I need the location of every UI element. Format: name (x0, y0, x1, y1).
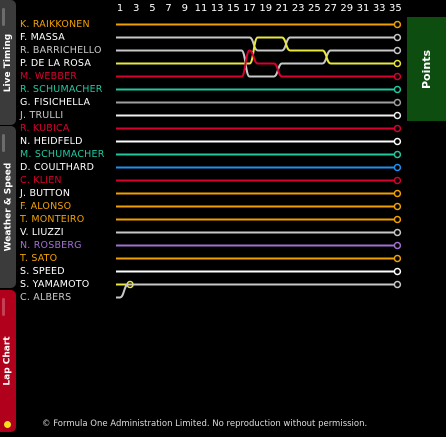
series-end-marker (393, 33, 402, 42)
driver-name: C. KLIEN (20, 175, 62, 186)
lap-number-label: 9 (181, 3, 188, 14)
driver-name: S. SPEED (20, 266, 65, 277)
series-end-marker (393, 202, 402, 211)
lap-number-label: 21 (275, 3, 289, 14)
points-button[interactable]: Points (407, 17, 446, 121)
lap-number-label: 1 (116, 3, 124, 14)
driver-list: K. RAIKKONEN F. MASSA R. BARRICHELLO P. DE … (20, 18, 120, 304)
lap-number-label: 13 (210, 3, 224, 14)
lap-number-label: 33 (372, 3, 386, 14)
driver-name: K. RAIKKONEN (20, 19, 90, 30)
lap-number-label: 15 (227, 3, 240, 14)
lap-number-label: 31 (356, 3, 370, 14)
series-line (116, 49, 396, 78)
series-end-marker (393, 280, 402, 289)
tab-weather-speed[interactable]: Weather & Speed (0, 126, 16, 288)
driver-name: D. COULTHARD (20, 162, 95, 173)
driver-name: V. LIUZZI (20, 227, 64, 238)
series-line (116, 36, 396, 52)
series-end-marker (393, 254, 402, 263)
series-end-marker (393, 59, 402, 68)
lap-number-label: 11 (194, 3, 208, 14)
driver-name: P. DE LA ROSA (20, 58, 92, 69)
driver-name: T. SATO (20, 253, 58, 264)
series-end-marker (393, 124, 402, 133)
driver-name: F. MASSA (20, 32, 66, 43)
lap-number-label: 3 (133, 3, 140, 14)
copyright-notice: © Formula One Administration Limited. No… (42, 419, 368, 429)
series-end-marker (393, 176, 402, 185)
series-end-marker (393, 267, 402, 276)
driver-name: C. ALBERS (20, 292, 72, 303)
series-end-marker (393, 98, 402, 107)
series-end-marker (393, 137, 402, 146)
driver-name: M. SCHUMACHER (20, 149, 105, 160)
lap-number-label: 35 (389, 3, 402, 14)
driver-name: N. ROSBERG (20, 240, 82, 251)
lap-number-label: 19 (259, 3, 273, 14)
series-end-marker (393, 150, 402, 159)
driver-name: J. TRULLI (20, 110, 64, 121)
lap-number-label: 29 (340, 3, 354, 14)
lap-number-label: 17 (243, 3, 256, 14)
driver-name: F. ALONSO (20, 201, 72, 212)
driver-name: S. YAMAMOTO (20, 279, 90, 290)
driver-name: R. SCHUMACHER (20, 84, 103, 95)
tab-lap-chart[interactable]: Lap Chart (0, 290, 16, 432)
lap-number-label: 25 (308, 3, 321, 14)
driver-name: T. MONTEIRO (20, 214, 85, 225)
series-end-marker (393, 72, 402, 81)
lap-number-label: 7 (165, 3, 172, 14)
series-end-marker (393, 20, 402, 29)
series-line (116, 283, 396, 299)
points-label: Points (420, 49, 433, 89)
sidebar: Live Timing Weather & Speed Lap Chart (0, 0, 16, 437)
driver-name: M. WEBBER (20, 71, 78, 82)
series-line (116, 49, 396, 78)
series-end-marker (393, 46, 402, 55)
driver-name: G. FISICHELLA (20, 97, 91, 108)
status-indicator-icon (4, 421, 11, 428)
lap-number-label: 5 (149, 3, 156, 14)
driver-name: R. BARRICHELLO (20, 45, 102, 56)
series-line (116, 36, 396, 65)
series-end-marker (393, 189, 402, 198)
driver-name: R. KUBICA (20, 123, 70, 134)
lap-number-label: 27 (324, 3, 337, 14)
series-end-marker (393, 215, 402, 224)
driver-name: J. BUTTON (20, 188, 71, 199)
series-end-marker (393, 111, 402, 120)
series-end-marker (393, 241, 402, 250)
driver-name: N. HEIDFELD (20, 136, 83, 147)
series-end-marker (393, 228, 402, 237)
tab-live-timing[interactable]: Live Timing (0, 0, 16, 125)
series-end-marker (393, 163, 402, 172)
series-end-marker (393, 85, 402, 94)
lap-number-label: 23 (291, 3, 305, 14)
lap-number-axis: 1 3 5 7 9 11 13 15 17 19 21 23 25 27 29 31 33 35 (0, 0, 446, 16)
